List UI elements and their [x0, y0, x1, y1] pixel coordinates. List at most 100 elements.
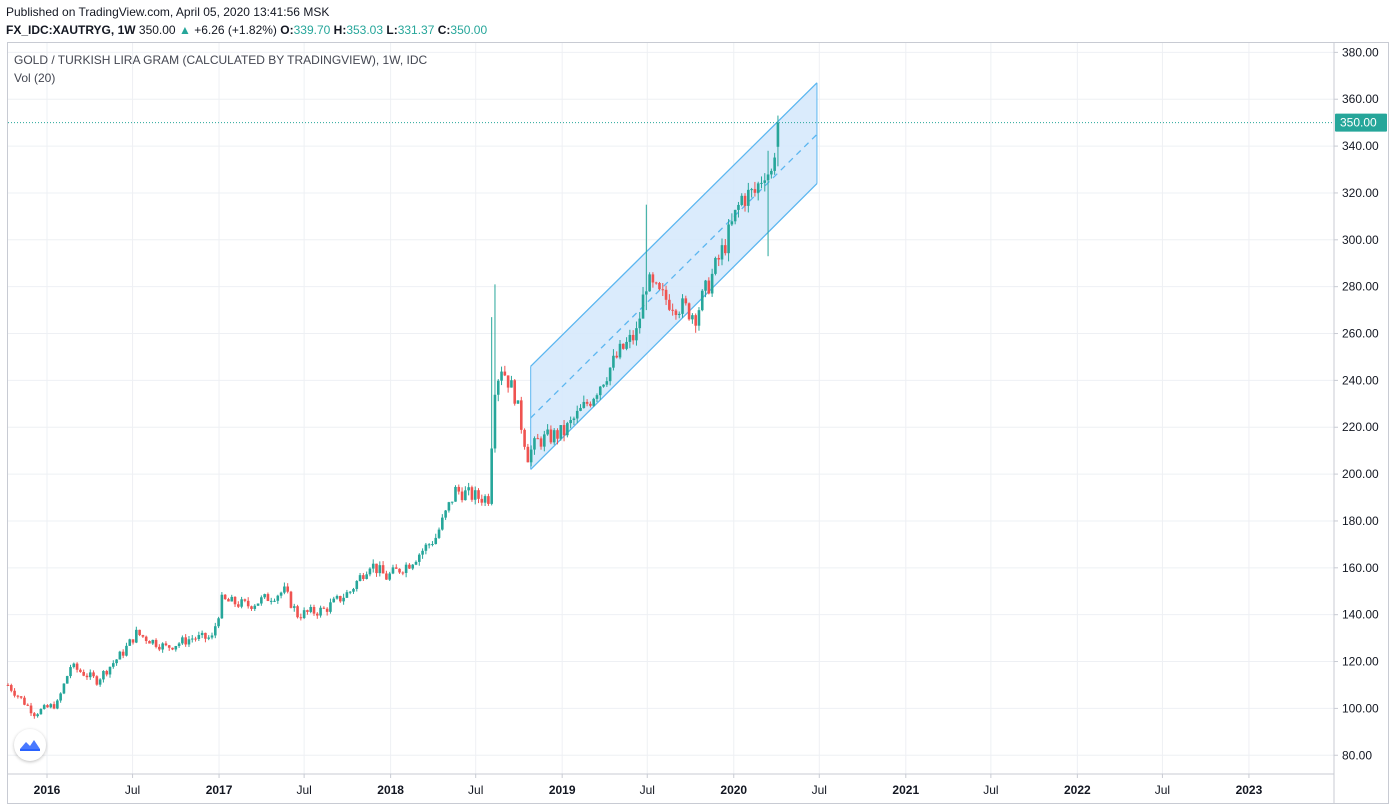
- candle-body: [707, 280, 711, 294]
- time-tick-label: Jul: [468, 783, 483, 797]
- candle-body: [533, 438, 536, 450]
- price-tick-label: 380.00: [1342, 45, 1379, 59]
- candle-body: [95, 676, 99, 685]
- candle-body: [598, 386, 602, 396]
- candle-body: [411, 564, 415, 569]
- candle-body: [539, 438, 543, 447]
- price-tick-label: 360.00: [1342, 92, 1379, 106]
- candle-body: [213, 626, 217, 636]
- candle-body: [197, 635, 201, 640]
- candle-body: [460, 491, 464, 501]
- candle-body: [121, 651, 125, 656]
- candle-body: [46, 705, 49, 708]
- published-info: Published on TradingView.com, April 05, …: [6, 5, 330, 19]
- candle-body: [6, 684, 10, 686]
- time-tick-label: 2019: [549, 783, 576, 797]
- price-axis: 80.00 100.00 120.00 140.00 160.00 180.00 200.0…: [1333, 43, 1379, 803]
- candle-body: [299, 617, 303, 619]
- symbol-label[interactable]: FX_IDC:XAUTRYG, 1W: [6, 23, 136, 37]
- candle-body: [677, 313, 681, 315]
- change-value: +6.26 (+1.82%): [194, 23, 277, 37]
- candle-body: [760, 182, 763, 184]
- volume-indicator-label[interactable]: Vol (20): [14, 71, 56, 85]
- candle-body: [658, 282, 661, 290]
- candle-body: [391, 567, 395, 574]
- candle-body: [651, 274, 655, 283]
- candle-body: [582, 401, 586, 408]
- candle-body: [628, 334, 632, 342]
- candle-body: [26, 704, 30, 706]
- candle-body: [615, 355, 619, 358]
- candle-body: [378, 565, 382, 574]
- candle-body: [371, 563, 375, 569]
- candle-body: [733, 209, 737, 222]
- candle-body: [358, 575, 362, 582]
- candle-body: [381, 565, 385, 574]
- last-price-value: 350.00: [138, 23, 176, 37]
- high-value: 353.03: [346, 23, 384, 37]
- candle-body: [339, 595, 342, 602]
- tradingview-logo-icon[interactable]: [14, 729, 46, 761]
- channel-upper-line: [530, 82, 818, 367]
- candle-body: [635, 328, 638, 341]
- candle-body: [450, 501, 454, 503]
- time-tick-label: 2023: [1236, 783, 1263, 797]
- candle-body: [148, 640, 151, 644]
- candle-body: [82, 671, 85, 676]
- candle-body: [608, 367, 612, 382]
- candle-body: [154, 639, 158, 647]
- time-tick-label: 2016: [34, 783, 61, 797]
- candle-body: [118, 651, 122, 660]
- time-tick-label: 2017: [206, 783, 233, 797]
- candle-body: [434, 537, 438, 545]
- price-tick-label: 160.00: [1342, 561, 1379, 575]
- price-tick-label: 120.00: [1342, 655, 1379, 669]
- candle-body: [302, 610, 306, 619]
- candle-body: [602, 384, 605, 387]
- candle-body: [19, 696, 23, 698]
- candle-body: [190, 638, 194, 640]
- candle-body: [102, 671, 105, 680]
- candle-body: [421, 550, 424, 555]
- candle-body: [464, 490, 467, 501]
- candle-body: [52, 704, 56, 709]
- candle-body: [111, 663, 115, 667]
- candle-body: [177, 643, 181, 647]
- candle-body: [737, 204, 740, 210]
- candle-body: [605, 381, 609, 385]
- candle-body: [125, 645, 128, 656]
- close-label: C:: [437, 23, 451, 37]
- candle-body: [687, 303, 691, 320]
- channel-middle-line: [530, 133, 818, 419]
- candle-body: [740, 195, 744, 205]
- candle-body: [457, 486, 461, 492]
- candle-body: [167, 645, 171, 648]
- price-tick-label: 320.00: [1342, 186, 1379, 200]
- candle-body: [243, 599, 247, 601]
- last-price-tag-label: 350.00: [1340, 116, 1377, 130]
- candle-body: [625, 341, 628, 349]
- candle-body: [29, 705, 33, 714]
- candle-body: [174, 646, 178, 650]
- candle-body: [645, 291, 648, 295]
- time-tick-label: 2018: [377, 783, 404, 797]
- candle-body: [704, 280, 707, 291]
- price-tick-label: 100.00: [1342, 701, 1379, 715]
- candle-body: [135, 629, 138, 643]
- candle-body: [523, 429, 526, 447]
- low-label: L:: [386, 23, 398, 37]
- candle-body: [431, 544, 434, 546]
- channel-lower-line: [530, 183, 818, 470]
- candle-body: [427, 544, 431, 546]
- candle-body: [566, 423, 569, 436]
- candle-body: [763, 180, 767, 183]
- candle-body: [595, 395, 599, 399]
- last-price-marker: 350.00: [8, 113, 1387, 132]
- candle-body: [417, 554, 421, 562]
- candle-body: [266, 594, 270, 601]
- candle-body: [269, 600, 273, 602]
- price-tick-label: 340.00: [1342, 139, 1379, 153]
- candle-body: [286, 586, 289, 592]
- candle-body: [401, 572, 405, 574]
